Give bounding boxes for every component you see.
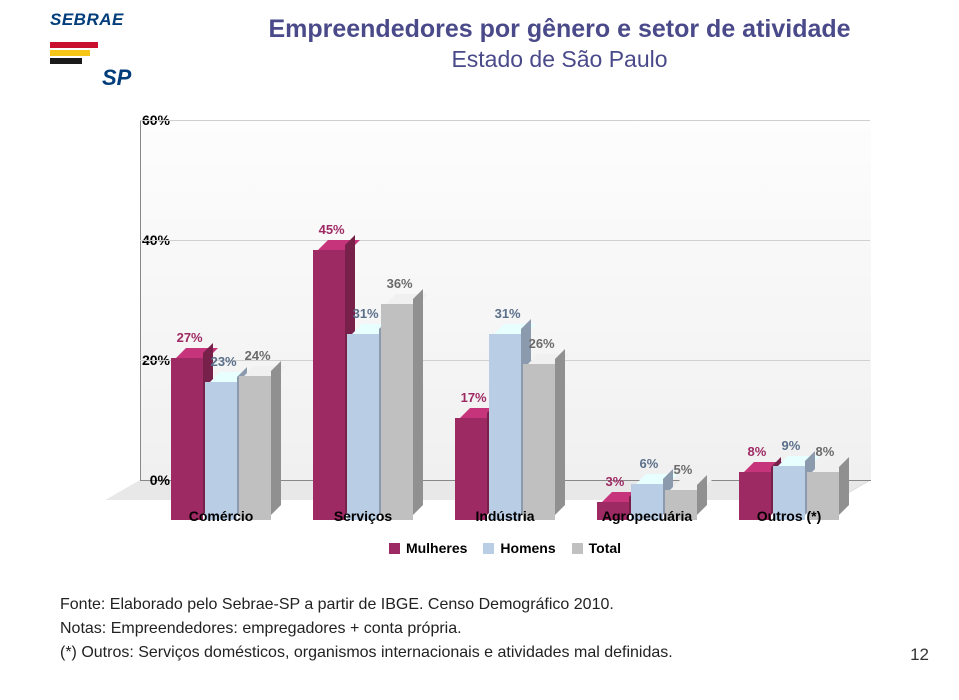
bar-value-label: 5%	[673, 462, 692, 477]
bar-value-label: 9%	[781, 438, 800, 453]
bar: 17%	[455, 418, 487, 520]
legend-swatch	[572, 543, 583, 554]
bar-value-label: 31%	[495, 306, 521, 321]
x-tick-label: Outros (*)	[757, 508, 822, 524]
bar-group: 27%23%24%	[170, 358, 272, 520]
bar: 31%	[347, 334, 379, 520]
x-tick-label: Comércio	[189, 508, 254, 524]
bar-value-label: 36%	[387, 276, 413, 291]
bar-value-label: 6%	[639, 456, 658, 471]
bar-value-label: 3%	[605, 474, 624, 489]
bar-group: 45%31%36%	[312, 250, 414, 520]
notes-line-2: (*) Outros: Serviços domésticos, organis…	[60, 641, 899, 665]
legend-item: Total	[572, 540, 621, 556]
sebrae-logo: SEBRAE SP	[50, 10, 160, 90]
bar-chart: MulheresHomensTotal 0%20%40%60%27%23%24%…	[90, 120, 910, 540]
bar-value-label: 45%	[319, 222, 345, 237]
header: SEBRAE SP Empreendedores por gênero e se…	[0, 0, 959, 90]
x-tick-label: Indústria	[475, 508, 534, 524]
bar: 27%	[171, 358, 203, 520]
bar: 31%	[489, 334, 521, 520]
source-line: Fonte: Elaborado pelo Sebrae-SP a partir…	[60, 593, 899, 617]
bar-value-label: 17%	[461, 390, 487, 405]
legend-label: Homens	[500, 540, 555, 556]
bar-value-label: 8%	[747, 444, 766, 459]
page-title: Empreendedores por gênero e setor de ati…	[160, 15, 959, 44]
page-subtitle: Estado de São Paulo	[160, 46, 959, 73]
legend-swatch	[389, 543, 400, 554]
gridline	[140, 120, 870, 121]
logo-brand: SEBRAE	[50, 10, 160, 30]
title-block: Empreendedores por gênero e setor de ati…	[160, 15, 959, 73]
bar-value-label: 27%	[177, 330, 203, 345]
logo-stripe-yellow	[50, 50, 90, 56]
x-tick-label: Agropecuária	[602, 508, 692, 524]
bar-value-label: 31%	[353, 306, 379, 321]
logo-region: SP	[102, 65, 131, 91]
bar: 23%	[205, 382, 237, 520]
bar-group: 17%31%26%	[454, 334, 556, 520]
legend-label: Mulheres	[406, 540, 467, 556]
y-tick-label: 0%	[150, 472, 170, 488]
legend-swatch	[483, 543, 494, 554]
bar-value-label: 26%	[529, 336, 555, 351]
legend-label: Total	[589, 540, 621, 556]
bar: 26%	[523, 364, 555, 520]
legend: Mulheres Homens Total	[140, 540, 870, 557]
bar: 24%	[239, 376, 271, 520]
bar: 36%	[381, 304, 413, 520]
legend-item: Mulheres	[389, 540, 467, 556]
logo-stripe-black	[50, 58, 82, 64]
notes-line: Notas: Empreendedores: empregadores + co…	[60, 617, 899, 641]
legend-item: Homens	[483, 540, 555, 556]
footer-notes: Fonte: Elaborado pelo Sebrae-SP a partir…	[60, 593, 899, 665]
logo-stripe-red	[50, 42, 98, 48]
bar-value-label: 8%	[815, 444, 834, 459]
bar: 45%	[313, 250, 345, 520]
logo-stripes	[50, 42, 98, 66]
bar-value-label: 24%	[245, 348, 271, 363]
x-tick-label: Serviços	[334, 508, 392, 524]
bar-value-label: 23%	[211, 354, 237, 369]
page-number: 12	[910, 645, 929, 665]
gridline	[140, 240, 870, 241]
